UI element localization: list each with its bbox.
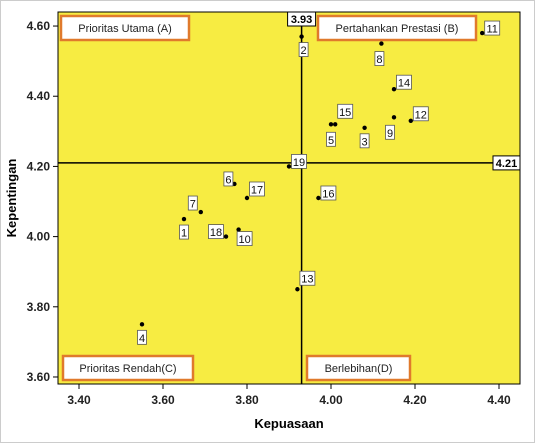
point-label-7: 7 [190, 199, 196, 211]
quadrant-b-box [316, 14, 478, 42]
point-18 [223, 234, 229, 239]
point-9 [391, 115, 397, 120]
quadrant-d-box [305, 354, 412, 382]
plot-area [57, 11, 521, 385]
y-tick-label: 4.40 [27, 89, 51, 103]
point-14 [391, 87, 397, 92]
point-label-11: 11 [486, 24, 497, 36]
quadrant-a-box [59, 14, 191, 42]
horizontal-reference-box [492, 155, 521, 171]
quadrant-a-label: Prioritas Utama (A) [78, 23, 172, 35]
point-label-box-15 [337, 103, 354, 119]
point-label-box-14 [396, 74, 412, 90]
quadrant-c-label: Prioritas Rendah(C) [79, 363, 176, 375]
point-1 [181, 216, 187, 222]
x-tick-label: 3.80 [235, 393, 259, 407]
point-label-box-19 [291, 154, 307, 169]
point-label-12: 12 [415, 109, 427, 121]
quadrant-c-box [61, 354, 195, 382]
point-label-19: 19 [293, 157, 305, 169]
point-label-13: 13 [301, 274, 313, 286]
quadrant-b-label: Pertahankan Prestasi (B) [336, 23, 459, 35]
x-tick-label: 3.60 [151, 393, 175, 407]
point-label-16: 16 [322, 189, 334, 201]
point-label-8: 8 [376, 54, 382, 66]
point-10 [236, 227, 241, 232]
point-2 [299, 34, 304, 39]
point-19 [286, 164, 292, 169]
point-17 [244, 195, 250, 201]
point-3 [362, 125, 367, 131]
point-label-box-7 [187, 195, 198, 211]
point-label-box-2 [298, 42, 309, 57]
point-12 [408, 118, 413, 123]
x-tick-label: 3.40 [67, 393, 91, 407]
x-axis-ticks: 3.40 3.60 3.80 4.00 4.20 4.40 [67, 384, 511, 407]
horizontal-reference-label: 4.21 [496, 158, 517, 170]
point-13 [295, 287, 300, 292]
point-label-box-12 [412, 106, 429, 122]
y-tick-label: 3.80 [27, 300, 51, 314]
point-label-box-1 [179, 224, 189, 240]
point-label-14: 14 [398, 78, 410, 90]
vertical-reference-label: 3.93 [291, 14, 312, 26]
point-7 [198, 209, 203, 215]
point-label-1: 1 [181, 228, 187, 240]
point-label-box-10 [236, 231, 253, 246]
y-axis-ticks: 3.60 3.80 4.00 4.20 4.40 4.60 [27, 19, 58, 384]
point-11 [480, 30, 485, 36]
point-label-box-5 [326, 131, 336, 147]
point-16 [316, 195, 321, 201]
point-label-18: 18 [210, 227, 222, 239]
point-label-5: 5 [328, 135, 334, 147]
x-tick-label: 4.00 [319, 393, 343, 407]
point-label-3: 3 [362, 136, 368, 148]
y-tick-label: 4.20 [27, 159, 51, 173]
x-tick-label: 4.40 [487, 393, 511, 407]
point-4 [139, 322, 145, 327]
y-tick-label: 4.00 [27, 230, 51, 244]
quadrant-labels: Prioritas Utama (A) Pertahankan Prestasi … [59, 14, 478, 382]
point-label-2: 2 [301, 45, 307, 57]
x-tick-label: 4.20 [403, 393, 427, 407]
vertical-reference-box [287, 11, 317, 27]
point-label-10: 10 [238, 234, 250, 246]
point-label-6: 6 [225, 174, 231, 186]
quadrant-d-label: Berlebihan(D) [325, 363, 393, 375]
y-axis-label: Kepentingan [4, 159, 19, 238]
x-axis-label: Kepuasaan [254, 416, 323, 431]
point-label-box-6 [223, 171, 234, 187]
point-label-box-9 [385, 124, 395, 140]
point-8 [379, 41, 384, 46]
point-label-box-18 [208, 224, 224, 240]
point-label-box-13 [299, 270, 316, 286]
point-label-box-8 [374, 51, 385, 66]
point-15 [333, 122, 338, 127]
y-tick-label: 3.60 [27, 370, 51, 384]
point-label-box-16 [320, 185, 337, 201]
point-label-17: 17 [251, 185, 263, 197]
point-label-15: 15 [339, 107, 351, 119]
point-label-4: 4 [139, 333, 145, 345]
reference-lines: 3.93 4.21 [58, 11, 521, 384]
point-label-box-11 [484, 20, 501, 36]
point-label-box-4 [137, 329, 147, 345]
point-5 [328, 122, 334, 127]
point-label-9: 9 [387, 128, 393, 140]
point-label-box-3 [359, 133, 370, 149]
y-tick-label: 4.60 [27, 19, 51, 33]
point-label-box-17 [249, 181, 265, 197]
